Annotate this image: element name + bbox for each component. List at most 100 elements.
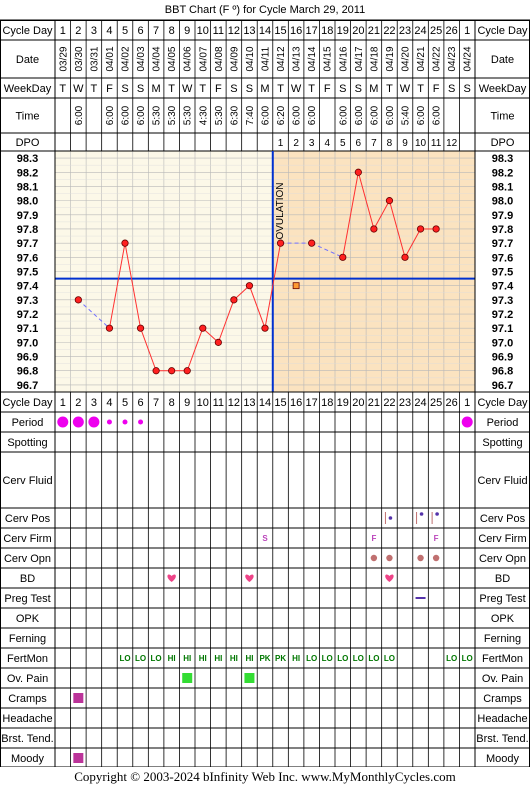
- date-value: 04/16: [338, 46, 349, 71]
- temp-point: [105, 324, 114, 332]
- weekday-value: T: [417, 83, 424, 95]
- cycle-day-value: 25: [430, 25, 442, 37]
- weekday-value: W: [182, 83, 193, 95]
- fertmon-text: HI: [168, 654, 176, 663]
- weekday-value: S: [339, 83, 346, 95]
- cycle-day-label-right: Cycle Day: [477, 25, 528, 37]
- dpo-value: 7: [371, 138, 377, 149]
- temp-point: [74, 296, 82, 304]
- time-value: 6:00: [369, 105, 380, 125]
- period-mark: [72, 416, 84, 428]
- temp-line-segment: [217, 299, 235, 343]
- cycle-day-value: 21: [368, 25, 380, 37]
- cycle-day-bottom-value: 15: [274, 397, 286, 409]
- cycle-day-bottom-value: 1: [464, 397, 470, 409]
- date-label-right: Date: [491, 54, 514, 66]
- cycle-day-bottom-value: 12: [228, 397, 240, 409]
- weekday-value: S: [230, 83, 237, 95]
- weekday-value: T: [59, 83, 66, 95]
- y-tick-left: 96.7: [17, 380, 38, 392]
- cycle-day-bottom-value: 18: [321, 397, 333, 409]
- weekday-value: S: [137, 83, 144, 95]
- cycle-day-value: 1: [60, 25, 66, 37]
- temp-line-segment: [124, 243, 142, 329]
- time-value: 5:30: [167, 105, 178, 125]
- row-label-right-pregtest: Preg Test: [479, 593, 525, 605]
- cycle-day-bottom-value: 13: [243, 397, 255, 409]
- y-tick-right: 97.0: [492, 337, 513, 349]
- cycle-day-bottom-value: 2: [75, 397, 81, 409]
- temp-line-segment: [373, 200, 390, 230]
- time-label-left: Time: [15, 111, 39, 123]
- dpo-label-left: DPO: [16, 137, 40, 149]
- cervopn-dot: [432, 554, 440, 562]
- time-value: 6:00: [136, 105, 147, 125]
- date-row-bg: [0, 40, 530, 78]
- y-tick-right: 97.8: [492, 224, 513, 236]
- date-value: 04/07: [198, 46, 209, 71]
- weekday-value: M: [369, 83, 378, 95]
- bd-heart-icon: [245, 574, 254, 582]
- y-tick-right: 97.3: [492, 295, 513, 307]
- fertmon-text: LO: [384, 654, 395, 663]
- weekday-value: F: [433, 83, 440, 95]
- time-value: 5:30: [214, 105, 225, 125]
- row-label-left-ovpain: Ov. Pain: [7, 673, 48, 685]
- cycle-day-value: 26: [446, 25, 458, 37]
- weekday-value: S: [464, 83, 471, 95]
- temp-point: [261, 324, 269, 332]
- row-label-right-bd: BD: [495, 573, 510, 585]
- row-label-left-cervfluid: Cerv Fluid: [2, 475, 52, 487]
- dpo-value: 12: [446, 138, 458, 149]
- cycle-day-bottom-value: 7: [153, 397, 159, 409]
- cycle-day-bottom-value: 22: [383, 397, 395, 409]
- cycle-day-bottom-label-right: Cycle Day: [477, 397, 528, 409]
- cycle-day-bottom-value: 20: [352, 397, 364, 409]
- fertmon-text: LO: [337, 654, 348, 663]
- row-label-left-cervopn: Cerv Opn: [4, 553, 51, 565]
- weekday-value: F: [215, 83, 222, 95]
- date-value: 04/15: [323, 46, 334, 71]
- temp-line-gap: [311, 242, 343, 258]
- time-value: 6:00: [292, 105, 303, 125]
- bd-heart-icon: [385, 574, 394, 582]
- y-tick-left: 98.1: [17, 181, 38, 193]
- cycle-day-value: 9: [184, 25, 190, 37]
- y-tick-right: 98.1: [492, 181, 513, 193]
- fertmon-text: HI: [183, 654, 191, 663]
- weekday-value: T: [199, 83, 206, 95]
- y-tick-left: 98.3: [17, 153, 38, 165]
- date-value: 04/19: [385, 46, 396, 71]
- fertmon-text: HI: [230, 654, 238, 663]
- row-label-left-moody: Moody: [11, 753, 45, 765]
- time-value: 6:00: [432, 105, 443, 125]
- cervopn-dot: [386, 554, 393, 562]
- temp-point: [416, 225, 425, 233]
- cycle-day-bottom-value: 10: [197, 397, 209, 409]
- cycle-day-bottom-value: 26: [446, 397, 458, 409]
- period-mark: [88, 416, 100, 428]
- temp-line-gap: [77, 299, 110, 329]
- cycle-day-bottom-value: 11: [213, 397, 224, 409]
- cycle-day-value: 1: [464, 25, 470, 37]
- row-label-left-brsttend: Brst. Tend.: [1, 733, 53, 745]
- cycle-day-bottom-value: 6: [137, 397, 143, 409]
- weekday-value: W: [291, 83, 302, 95]
- copyright-footer: Copyright © 2003-2024 bInfinity Web Inc.…: [74, 769, 456, 784]
- dpo-value: 11: [431, 138, 442, 149]
- y-tick-left: 97.7: [17, 238, 38, 250]
- row-label-right-cervpos: Cerv Pos: [480, 513, 526, 525]
- date-value: 04/18: [369, 46, 380, 71]
- date-value: 04/24: [463, 46, 474, 71]
- dpo-value: 1: [278, 138, 284, 149]
- fertmon-text: LO: [151, 654, 162, 663]
- row-label-right-ovpain: Ov. Pain: [482, 673, 523, 685]
- cycle-day-value: 7: [153, 25, 159, 37]
- cycle-day-bottom-value: 1: [60, 397, 66, 409]
- temp-point: [339, 253, 347, 261]
- y-tick-right: 98.3: [492, 153, 513, 165]
- temp-line-segment: [248, 285, 266, 329]
- y-tick-right: 96.9: [492, 352, 513, 364]
- weekday-value: T: [277, 83, 284, 95]
- temp-point: [152, 367, 160, 375]
